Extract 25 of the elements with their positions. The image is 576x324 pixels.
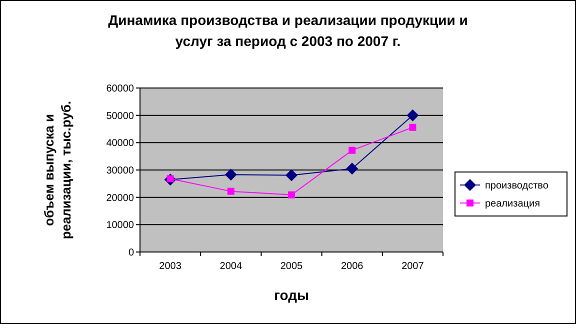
x-axis-title: годы bbox=[274, 287, 309, 303]
y-tick-label: 60000 bbox=[106, 84, 134, 94]
x-tick-label: 2004 bbox=[220, 261, 242, 272]
point bbox=[406, 109, 419, 122]
x-tick-label: 2007 bbox=[402, 261, 424, 272]
point bbox=[346, 162, 358, 175]
point bbox=[348, 146, 356, 154]
chart-title: Динамика производства и реализации продукции и услуг за период с 2003 по 2007 г. bbox=[108, 12, 468, 49]
y-tick-label: 30000 bbox=[106, 166, 134, 176]
point bbox=[224, 168, 237, 181]
y-tick-label: 40000 bbox=[106, 138, 134, 150]
y-tick-label: 50000 bbox=[106, 110, 134, 122]
x-tick-label: 2003 bbox=[159, 261, 182, 272]
legend-label: реализация bbox=[485, 198, 540, 210]
y-axis-title: объем выпуска и реализации, тыс.руб. bbox=[42, 100, 74, 240]
y-tick-label: 20000 bbox=[106, 192, 134, 204]
x-tick-label: 2006 bbox=[340, 261, 364, 272]
point bbox=[227, 188, 234, 195]
y-tick-label: 10000 bbox=[106, 220, 134, 232]
x-tick-label: 2005 bbox=[280, 261, 304, 272]
point bbox=[288, 191, 295, 198]
point bbox=[286, 169, 298, 182]
point bbox=[409, 124, 416, 131]
y-tick-label: 0 bbox=[128, 248, 134, 258]
legend-label: производство bbox=[485, 180, 549, 192]
